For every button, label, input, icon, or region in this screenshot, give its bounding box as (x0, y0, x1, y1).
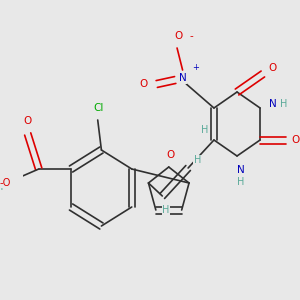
Text: O: O (268, 63, 276, 73)
Text: O: O (24, 116, 32, 126)
Text: H: H (194, 155, 201, 165)
Text: O: O (140, 79, 148, 89)
Text: H: H (237, 177, 244, 187)
Text: H: H (162, 205, 170, 215)
Text: O: O (175, 31, 183, 41)
Text: N: N (237, 165, 244, 175)
Text: O: O (167, 150, 175, 160)
Text: N: N (179, 73, 187, 83)
Text: Cl: Cl (94, 103, 104, 113)
Text: H: H (280, 99, 288, 109)
Text: O: O (291, 135, 299, 145)
Text: H: H (201, 125, 208, 135)
Text: -: - (190, 31, 194, 41)
Text: +: + (192, 64, 199, 73)
Text: N: N (269, 99, 277, 109)
Text: H: H (0, 182, 4, 192)
Text: -O: -O (0, 178, 11, 188)
